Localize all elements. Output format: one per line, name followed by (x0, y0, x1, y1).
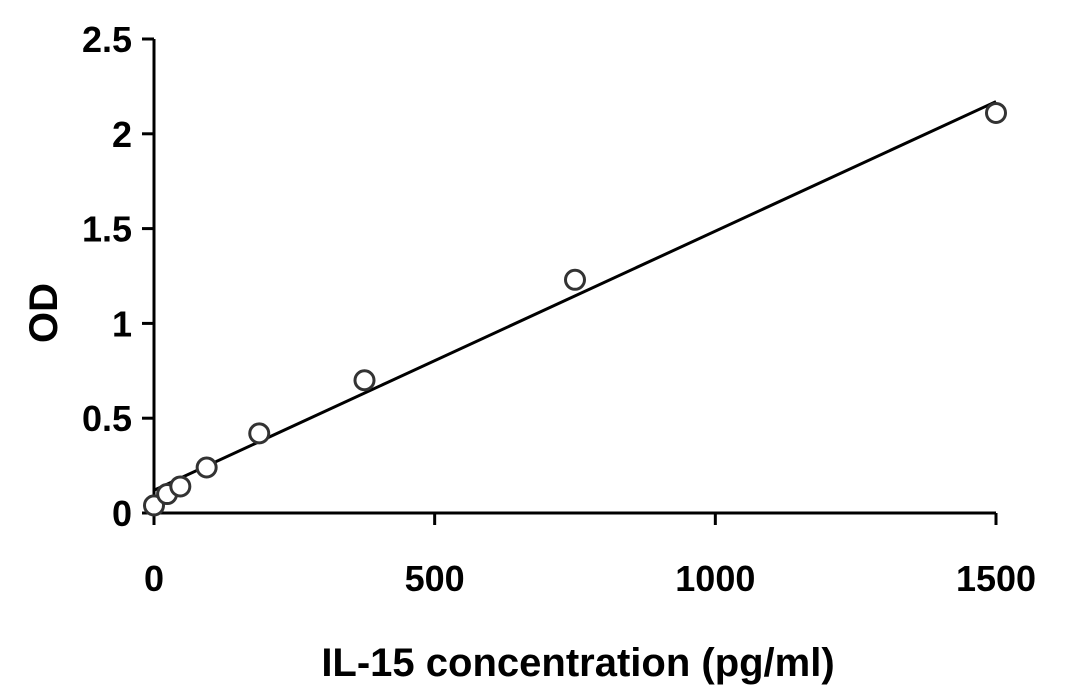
y-tick-label: 1.5 (82, 209, 132, 250)
y-tick-label: 0 (112, 493, 132, 534)
data-point (564, 268, 586, 291)
y-tick-label: 2 (112, 114, 132, 155)
x-tick-label: 500 (405, 558, 465, 599)
data-point (353, 369, 376, 392)
axes (152, 39, 996, 515)
data-point (169, 475, 192, 498)
x-axis-title: IL-15 concentration (pg/ml) (321, 641, 834, 685)
x-tick-label: 1500 (956, 558, 1036, 599)
trendline-group (153, 100, 997, 492)
x-tick-label: 0 (144, 558, 164, 599)
data-point (195, 456, 218, 479)
y-ticks: 0 0.5 1 1.5 2 2.5 (82, 19, 154, 534)
trendline (153, 100, 997, 492)
x-tick-label: 1000 (675, 558, 755, 599)
x-ticks: 0 500 1000 1500 (144, 513, 1036, 599)
y-tick-label: 0.5 (82, 398, 132, 439)
data-point (985, 101, 1007, 124)
y-tick-label: 1 (112, 303, 132, 344)
y-tick-label: 2.5 (82, 19, 132, 60)
data-point (248, 422, 271, 445)
y-axis-title: OD (22, 283, 66, 343)
data-points (143, 101, 1007, 517)
